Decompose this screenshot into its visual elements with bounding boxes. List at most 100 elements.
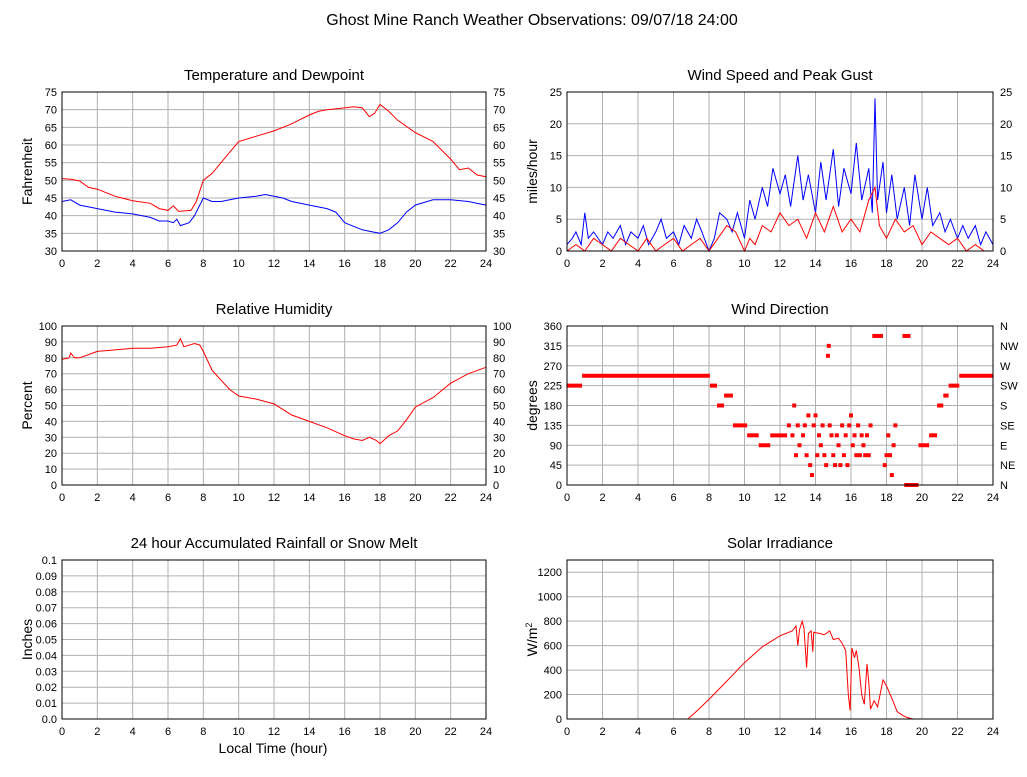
direction-point [856,423,861,428]
x-tick-label: 22 [445,726,457,738]
y-tick-label: 75 [45,87,57,99]
plot-frame [566,559,994,720]
x-tick-label: 6 [165,492,171,504]
chart-title: Relative Humidity [216,301,333,318]
x-tick-label: 14 [809,492,821,504]
y-tick-label: 0.07 [36,603,57,615]
direction-point [815,453,820,458]
x-tick-label: 16 [845,726,857,738]
right-tick-label: 40 [493,416,505,428]
direction-point [859,433,864,438]
direction-point [841,453,846,458]
x-tick-label: 14 [809,258,821,270]
right-tick-label: 30 [493,246,505,258]
x-tick-label: 0 [564,258,570,270]
direction-point [824,463,829,468]
direction-point [802,423,807,428]
x-tick-label: 14 [809,726,821,738]
right-tick-label: 30 [493,432,505,444]
y-tick-label: 0.02 [36,682,57,694]
y-tick-label: 270 [544,361,562,373]
right-tick-label: NE [1000,460,1015,472]
y-tick-label: 0 [556,480,562,492]
direction-point [808,463,813,468]
right-tick-label: 65 [493,122,505,134]
chart-title: 24 hour Accumulated Rainfall or Snow Mel… [131,535,419,552]
direction-point [849,413,853,418]
right-tick-label: 80 [493,353,505,365]
y-tick-label: 360 [544,321,562,333]
plot-frame [566,325,994,486]
x-tick-label: 18 [374,492,386,504]
x-tick-label: 10 [233,258,245,270]
right-tick-label: W [1000,361,1011,373]
direction-point [882,463,887,468]
x-tick-label: 0 [59,492,65,504]
direction-point [864,433,869,438]
direction-point [866,453,871,458]
direction-point [838,463,843,468]
y-axis-label: Fahrenheit [19,138,35,205]
x-tick-label: 16 [339,726,351,738]
x-tick-label: 0 [564,726,570,738]
x-tick-label: 22 [951,726,963,738]
x-tick-label: 6 [670,258,676,270]
direction-point [884,453,889,458]
x-tick-label: 20 [916,258,928,270]
direction-point [804,453,809,458]
y-tick-label: 1000 [538,592,562,604]
right-tick-label: 45 [493,193,505,205]
y-tick-label: 70 [45,369,57,381]
plot-frame [61,325,487,486]
x-tick-label: 0 [59,258,65,270]
y-tick-label: 0.06 [36,619,57,631]
y-axis-label: Inches [19,619,35,660]
x-tick-label: 0 [59,726,65,738]
x-tick-label: 18 [374,726,386,738]
x-tick-label: 18 [374,258,386,270]
y-tick-label: 30 [45,246,57,258]
right-tick-label: 60 [493,140,505,152]
right-tick-label: S [1000,401,1007,413]
right-tick-label: 20 [493,448,505,460]
direction-point [891,443,896,448]
y-tick-label: 45 [550,460,562,472]
right-tick-label: SW [1000,381,1018,393]
direction-point [829,433,834,438]
direction-point [797,443,802,448]
y-tick-label: 800 [544,616,562,628]
x-tick-label: 2 [599,492,605,504]
y-tick-label: 35 [45,228,57,240]
direction-point [861,443,866,448]
direction-point [847,423,852,428]
right-tick-label: N [1000,480,1008,492]
x-tick-label: 18 [880,492,892,504]
x-tick-label: 12 [268,258,280,270]
y-tick-label: 100 [39,321,57,333]
direction-point [825,353,830,358]
direction-point [809,473,814,478]
chart-title: Wind Direction [731,301,829,318]
y-tick-label: 225 [544,381,562,393]
x-tick-label: 4 [130,258,136,270]
y-tick-label: 50 [45,401,57,413]
y-tick-label: 20 [45,448,57,460]
x-tick-label: 16 [845,258,857,270]
y-axis-label-superscript: 2 [524,623,534,628]
y-axis-label: degrees [524,380,540,431]
x-tick-label: 4 [635,492,641,504]
x-tick-label: 10 [738,492,750,504]
right-tick-label: 55 [493,158,505,170]
y-tick-label: 0.0 [42,714,57,726]
x-tick-label: 24 [987,726,999,738]
chart-title: Solar Irradiance [727,535,833,552]
x-tick-label: 10 [233,726,245,738]
right-tick-label: SE [1000,420,1015,432]
x-tick-label: 24 [987,492,999,504]
y-tick-label: 65 [45,122,57,134]
x-tick-label: 22 [951,492,963,504]
direction-point [857,453,862,458]
